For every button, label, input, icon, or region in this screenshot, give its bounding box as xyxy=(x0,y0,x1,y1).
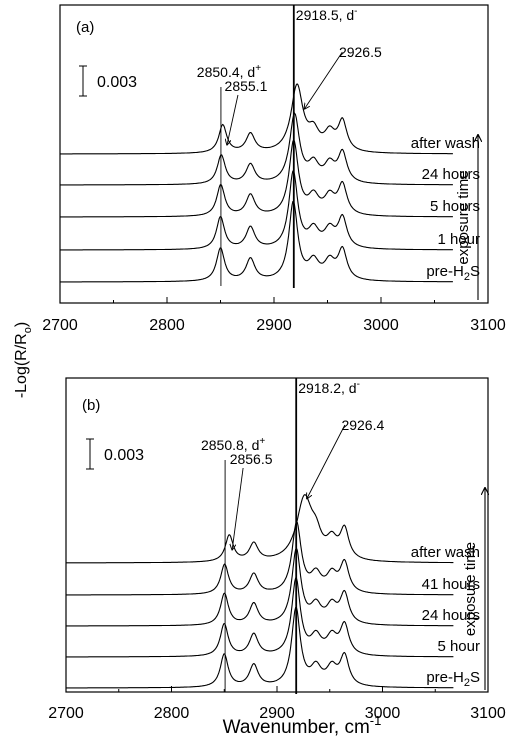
trace-label: after wash xyxy=(411,135,480,152)
x-tick-label: 2700 xyxy=(42,317,78,334)
peak-label: 2926.5 xyxy=(339,44,382,60)
spectrum-trace xyxy=(66,546,454,627)
panel-label: (b) xyxy=(82,397,100,414)
peak-label: 2850.4, d+ xyxy=(197,63,261,80)
spectrum-trace xyxy=(60,200,453,283)
peak-label: 2855.1 xyxy=(225,78,268,94)
x-axis-title: Wavenumber, cm-1 xyxy=(223,713,382,738)
x-tick-label: 2900 xyxy=(259,705,295,722)
spectrum-trace xyxy=(60,170,453,251)
x-tick-label: 3000 xyxy=(365,705,401,722)
x-tick-label: 3000 xyxy=(363,317,399,334)
spectrum-trace xyxy=(66,577,454,658)
peak-label: 2926.4 xyxy=(341,417,384,433)
spectrum-trace xyxy=(60,83,453,155)
trace-label: 24 hours xyxy=(422,607,480,624)
trace-label: 1 hour xyxy=(437,231,480,248)
scale-bar-label: 0.003 xyxy=(97,74,137,91)
peak-arrow xyxy=(304,51,343,109)
trace-label: 5 hour xyxy=(437,638,480,655)
spectrum-trace xyxy=(60,112,453,186)
peak-arrow xyxy=(232,467,244,550)
y-axis-title: -Log(R/Ro) xyxy=(13,322,34,398)
exposure-time-label: exposure time xyxy=(462,542,479,636)
x-tick-label: 2700 xyxy=(48,705,84,722)
trace-label: after wash xyxy=(411,544,480,561)
x-tick-label: 2800 xyxy=(154,705,190,722)
peak-label: 2918.2, d- xyxy=(298,379,360,396)
trace-label: 5 hours xyxy=(430,198,480,215)
panel-label: (a) xyxy=(76,19,94,36)
spectrum-trace xyxy=(66,493,454,564)
spectrum-trace xyxy=(60,138,453,218)
trace-label: 41 hours xyxy=(422,576,480,593)
peak-label: 2856.5 xyxy=(230,451,273,467)
peak-arrow xyxy=(227,94,239,145)
spectrum-trace xyxy=(66,521,454,596)
exposure-time-label: exposure time xyxy=(455,170,472,264)
x-tick-label: 3100 xyxy=(470,317,506,334)
panel-b: 2700 2800 2900 3000 3100 (b) 0.003 pre-H2S 5 hou… xyxy=(48,377,506,722)
trace-label: pre-H2S xyxy=(426,669,480,689)
trace-label: 24 hours xyxy=(422,166,480,183)
spectrum-trace xyxy=(66,606,454,689)
scale-bar-label: 0.003 xyxy=(104,447,144,464)
x-tick-label: 2800 xyxy=(149,317,185,334)
x-tick-label: 2900 xyxy=(256,317,292,334)
panel-a: 2700 2800 2900 3000 3100 (a) 0.003 pre-H2S 1 hou… xyxy=(42,4,506,334)
peak-label: 2918.5, d- xyxy=(296,6,358,23)
trace-label: pre-H2S xyxy=(426,263,480,283)
x-tick-label: 3100 xyxy=(470,705,506,722)
peak-arrow xyxy=(307,424,346,499)
plot-frame xyxy=(65,377,489,693)
peak-label: 2850.8, d+ xyxy=(201,436,265,453)
